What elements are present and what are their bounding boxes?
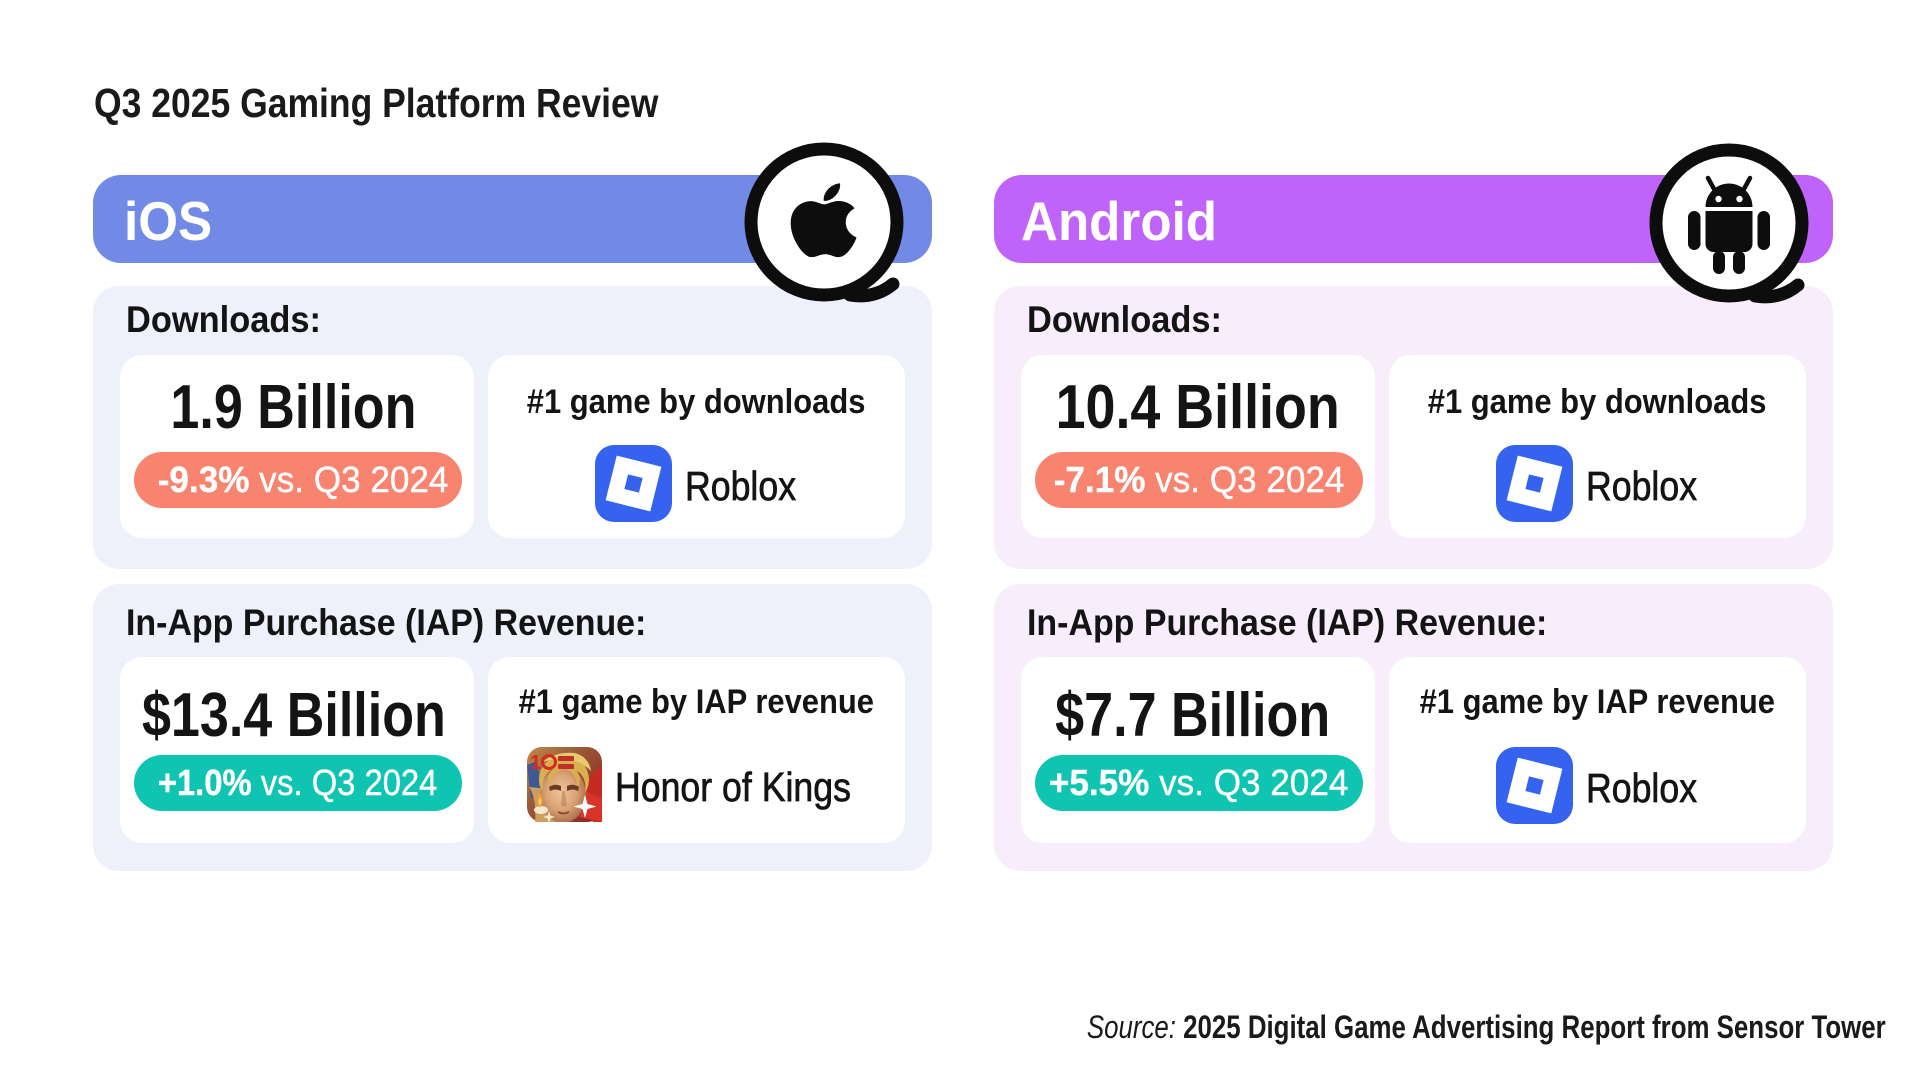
svg-text:1: 1 [530, 752, 541, 774]
